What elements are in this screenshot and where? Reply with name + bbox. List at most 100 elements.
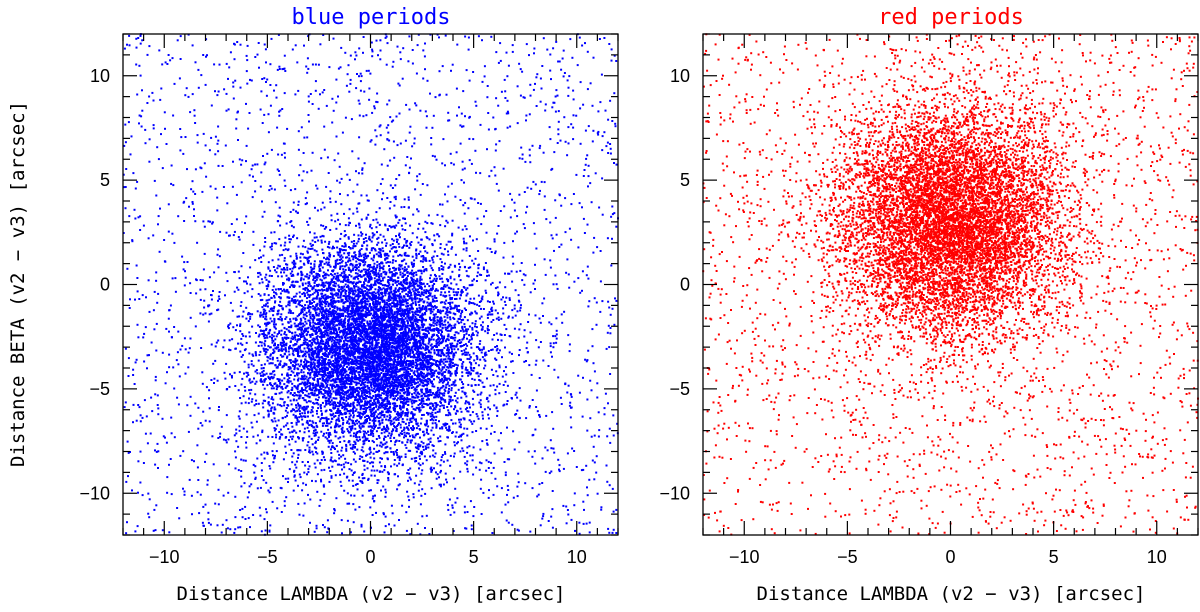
data-point: [411, 269, 414, 272]
data-point: [306, 346, 309, 349]
data-point: [413, 311, 416, 314]
data-point: [445, 243, 448, 246]
data-point: [486, 397, 489, 400]
data-point: [426, 377, 429, 380]
data-point: [454, 384, 457, 387]
data-point: [352, 292, 355, 295]
data-point: [362, 355, 365, 357]
data-point: [373, 474, 376, 477]
data-point: [466, 467, 469, 470]
data-point: [320, 392, 323, 395]
data-point: [367, 434, 370, 436]
data-point: [461, 290, 464, 293]
data-point: [402, 428, 405, 431]
data-point: [379, 441, 382, 444]
data-point: [325, 409, 328, 412]
data-point: [265, 312, 268, 315]
data-point: [360, 234, 363, 237]
data-point: [305, 322, 308, 325]
data-point: [373, 262, 376, 265]
data-point: [411, 346, 413, 349]
data-point: [358, 255, 361, 258]
data-point: [373, 457, 376, 460]
data-point: [415, 271, 418, 274]
data-point: [404, 366, 406, 369]
data-point: [419, 436, 421, 439]
data-point: [313, 236, 316, 239]
data-point: [391, 305, 393, 308]
data-point: [295, 423, 298, 426]
data-point: [373, 367, 376, 370]
data-point: [476, 346, 479, 349]
data-point: [299, 260, 302, 263]
data-point: [254, 352, 257, 355]
data-point: [262, 406, 265, 409]
data-point: [401, 267, 404, 270]
data-point: [274, 344, 276, 347]
data-point: [366, 381, 369, 384]
data-point: [430, 329, 432, 332]
data-point: [228, 339, 231, 342]
data-point: [359, 455, 362, 458]
data-point: [374, 329, 377, 332]
data-point: [337, 284, 340, 287]
data-point: [468, 445, 471, 448]
data-point: [310, 327, 313, 330]
data-point: [399, 384, 401, 387]
data-point: [476, 415, 479, 418]
data-point: [328, 246, 331, 249]
data-point: [287, 311, 290, 314]
data-point: [317, 344, 320, 347]
data-point: [420, 451, 423, 453]
data-point: [373, 333, 376, 336]
data-point: [375, 346, 378, 349]
data-point: [303, 309, 306, 312]
data-point: [408, 327, 411, 330]
data-point: [452, 337, 455, 340]
data-point: [409, 364, 412, 367]
data-point: [203, 162, 206, 165]
data-point: [281, 349, 284, 352]
data-point: [405, 364, 408, 366]
data-point: [440, 265, 443, 267]
data-point: [325, 329, 328, 332]
data-point: [331, 274, 334, 277]
data-point: [369, 361, 372, 363]
data-point: [325, 316, 328, 319]
data-point: [292, 413, 295, 416]
data-point: [373, 265, 375, 268]
data-point: [268, 322, 271, 325]
data-point: [329, 384, 332, 387]
data-point: [342, 328, 345, 331]
data-point: [431, 422, 434, 425]
data-point: [467, 340, 470, 343]
data-point: [468, 300, 471, 303]
data-point: [300, 336, 302, 338]
data-point: [339, 401, 342, 404]
data-point: [320, 224, 323, 227]
data-point: [326, 372, 329, 375]
data-point: [453, 444, 456, 447]
data-point: [452, 422, 454, 425]
data-point: [304, 355, 307, 358]
data-point: [323, 262, 326, 265]
data-point: [365, 354, 368, 357]
data-point: [328, 402, 331, 405]
data-point: [424, 285, 426, 288]
data-point: [306, 351, 309, 354]
data-point: [392, 323, 395, 326]
data-point: [376, 369, 379, 372]
data-point: [281, 336, 284, 339]
data-point: [348, 412, 351, 415]
data-point: [357, 355, 360, 358]
data-point: [433, 328, 436, 330]
data-point: [332, 275, 335, 278]
data-point: [326, 295, 329, 298]
data-point: [300, 382, 303, 385]
data-point: [338, 463, 340, 466]
data-point: [313, 364, 316, 367]
data-point: [379, 457, 382, 460]
data-point: [319, 310, 322, 313]
data-point: [302, 437, 305, 440]
data-point: [342, 270, 345, 273]
